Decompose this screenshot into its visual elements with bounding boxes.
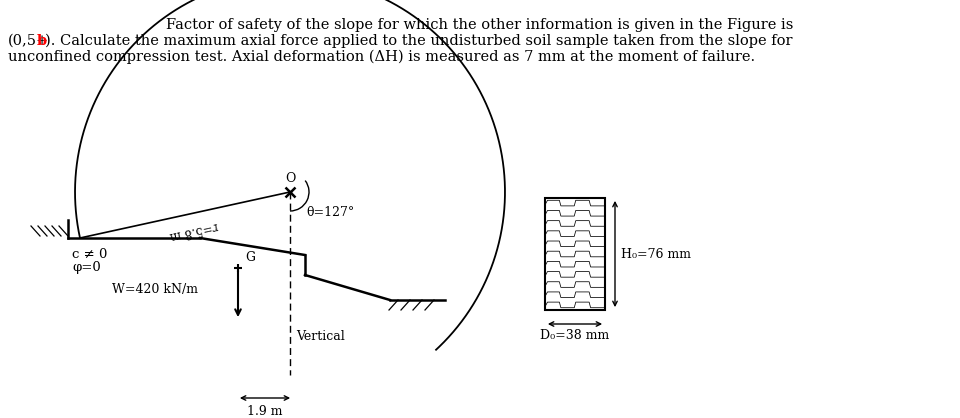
Bar (545, 198, 605, 310)
Text: θ=127°: θ=127° (306, 206, 354, 219)
Text: Vertical: Vertical (296, 330, 345, 343)
Text: O: O (285, 172, 295, 185)
Text: D₀=38 mm: D₀=38 mm (540, 329, 610, 342)
Text: H₀=76 mm: H₀=76 mm (621, 247, 691, 260)
Text: 1.9 m: 1.9 m (248, 405, 283, 418)
Text: W=420 kN/m: W=420 kN/m (112, 283, 198, 296)
Text: (0,5+: (0,5+ (8, 34, 49, 48)
Text: unconfined compression test. Axial deformation (ΔH) is measured as 7 mm at the m: unconfined compression test. Axial defor… (8, 50, 756, 64)
Text: Factor of safety of the slope for which the other information is given in the Fi: Factor of safety of the slope for which … (166, 18, 794, 32)
Text: φ=0: φ=0 (72, 261, 101, 274)
Text: r=5.8 m: r=5.8 m (168, 219, 219, 243)
Text: c ≠ 0: c ≠ 0 (72, 248, 108, 261)
Text: b: b (37, 34, 47, 48)
Text: ). Calculate the maximum axial force applied to the undisturbed soil sample take: ). Calculate the maximum axial force app… (45, 34, 793, 48)
Text: G: G (245, 251, 255, 264)
